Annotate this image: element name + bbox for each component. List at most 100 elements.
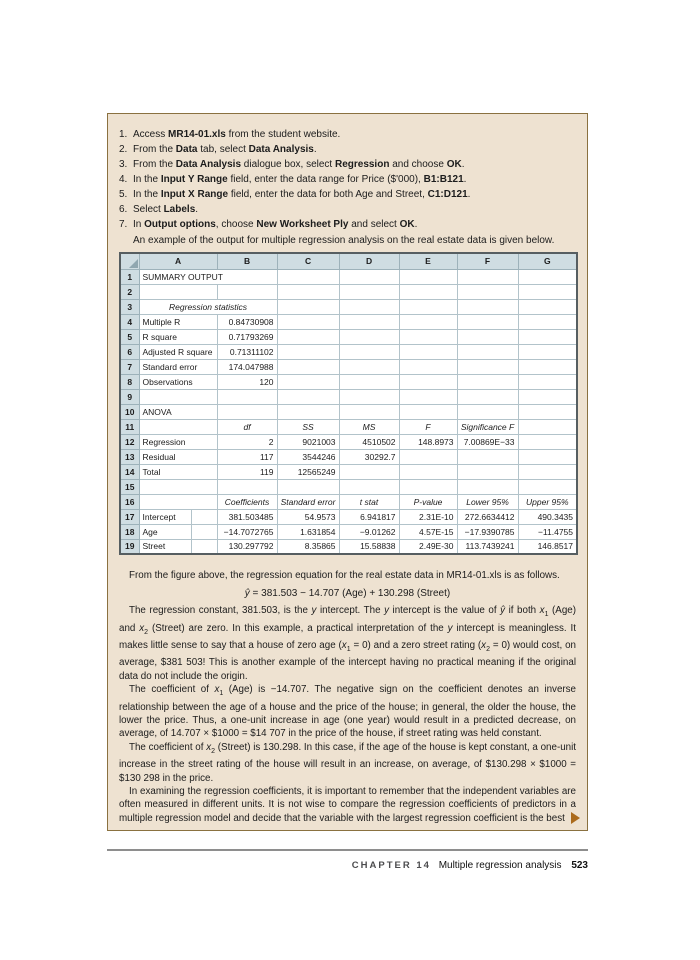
sheet-cell bbox=[138, 388, 218, 405]
footer-text: CHAPTER 14 Multiple regression analysis … bbox=[107, 860, 588, 871]
sheet-cell bbox=[456, 313, 519, 330]
sheet-cell bbox=[398, 268, 458, 285]
body-paragraph: The coefficient of x2 (Street) is 130.29… bbox=[119, 741, 576, 784]
sheet-cell bbox=[456, 328, 519, 345]
sheet-cell bbox=[456, 403, 519, 420]
sheet-cell bbox=[276, 343, 340, 360]
sheet-row: 1 SUMMARY OUTPUT bbox=[119, 268, 578, 285]
instruction-text: From the Data tab, select Data Analysis. bbox=[133, 144, 317, 155]
sheet-cell bbox=[338, 478, 400, 495]
sheet-body: 1 SUMMARY OUTPUT 2 3 Regression statistics 4 M… bbox=[119, 268, 578, 555]
sheet-row: 10 ANOVA bbox=[119, 403, 578, 420]
instruction-number: 3. bbox=[119, 159, 128, 170]
sheet-row: 6 Adjusted R square 0.71311102 bbox=[119, 343, 578, 360]
sheet-cell bbox=[398, 328, 458, 345]
sheet-row-number: 16 bbox=[119, 493, 140, 510]
sheet-cell: 2.49E-30 bbox=[398, 538, 458, 555]
footer-rule bbox=[107, 849, 588, 851]
sheet-cell bbox=[456, 298, 519, 315]
instruction-item: 5. In the Input X Range field, enter the … bbox=[119, 187, 576, 202]
instruction-item: 4. In the Input Y Range field, enter the … bbox=[119, 172, 576, 187]
sheet-cell bbox=[190, 538, 218, 555]
instruction-number: 6. bbox=[119, 204, 128, 215]
sheet-cell bbox=[456, 268, 519, 285]
sheet-cell: 0.84730908 bbox=[216, 313, 278, 330]
sheet-select-all-corner bbox=[119, 252, 140, 270]
sheet-cell: 3544246 bbox=[276, 448, 340, 465]
sheet-cell: Observations bbox=[138, 373, 218, 390]
sheet-cell bbox=[276, 478, 340, 495]
sheet-cell bbox=[398, 373, 458, 390]
sheet-cell: 130.297792 bbox=[216, 538, 278, 555]
sheet-row-number: 18 bbox=[119, 523, 140, 540]
instruction-text: In Output options, choose New Worksheet … bbox=[133, 219, 418, 230]
sheet-cell bbox=[338, 343, 400, 360]
sheet-cell: Intercept bbox=[138, 508, 192, 525]
sheet-cell: Standard error bbox=[138, 358, 218, 375]
instruction-box: 1. Access MR14-01.xls from the student we… bbox=[107, 113, 588, 831]
instruction-number: 7. bbox=[119, 219, 128, 230]
sheet-cell bbox=[456, 478, 519, 495]
sheet-row-number: 19 bbox=[119, 538, 140, 555]
sheet-cell: P-value bbox=[398, 493, 458, 510]
sheet-cell: 12565249 bbox=[276, 463, 340, 480]
sheet-cell: 113.7439241 bbox=[456, 538, 519, 555]
sheet-cell: SS bbox=[276, 418, 340, 435]
sheet-cell: 7.00869E−33 bbox=[456, 433, 519, 450]
continuation-arrow-icon bbox=[571, 812, 580, 824]
sheet-cell bbox=[338, 358, 400, 375]
sheet-cell: 8.35865 bbox=[276, 538, 340, 555]
sheet-cell bbox=[517, 328, 578, 345]
sheet-cell bbox=[517, 373, 578, 390]
sheet-cell: Significance F bbox=[456, 418, 519, 435]
sheet-cell: 146.8517 bbox=[517, 538, 578, 555]
sheet-cell bbox=[276, 403, 340, 420]
sheet-row: 16 Coefficients Standard error t stat P-valu… bbox=[119, 493, 578, 510]
regression-equation: ŷ = 381.503 − 14.707 (Age) + 130.298 (St… bbox=[244, 588, 451, 600]
sheet-cell bbox=[517, 478, 578, 495]
sheet-cell: 1.631854 bbox=[276, 523, 340, 540]
sheet-cell bbox=[456, 283, 519, 300]
page-footer: CHAPTER 14 Multiple regression analysis … bbox=[107, 849, 588, 871]
sheet-column-header: B bbox=[216, 252, 278, 270]
sheet-cell: 4510502 bbox=[338, 433, 400, 450]
sheet-cell: 272.6634412 bbox=[456, 508, 519, 525]
sheet-cell bbox=[456, 448, 519, 465]
body-intro: From the figure above, the regression eq… bbox=[129, 570, 560, 581]
instruction-text: Access MR14-01.xls from the student webs… bbox=[133, 129, 341, 140]
sheet-cell bbox=[276, 268, 340, 285]
sheet-cell bbox=[398, 463, 458, 480]
sheet-cell: SUMMARY OUTPUT bbox=[138, 268, 278, 285]
sheet-cell bbox=[276, 388, 340, 405]
sheet-cell bbox=[517, 388, 578, 405]
instruction-number: 5. bbox=[119, 189, 128, 200]
sheet-cell bbox=[338, 313, 400, 330]
sheet-row-number: 1 bbox=[119, 268, 140, 285]
instruction-item: 6. Select Labels. bbox=[119, 202, 576, 217]
instruction-list: 1. Access MR14-01.xls from the student we… bbox=[119, 127, 576, 232]
body-paragraph: In examining the regression coefficients… bbox=[119, 786, 576, 824]
sheet-cell bbox=[216, 388, 278, 405]
sheet-row: 11 df SS MS F Significance F bbox=[119, 418, 578, 435]
body-paragraph: The regression constant, 381.503, is the… bbox=[119, 605, 576, 682]
sheet-row: 4 Multiple R 0.84730908 bbox=[119, 313, 578, 330]
sheet-cell bbox=[338, 403, 400, 420]
sheet-cell bbox=[138, 418, 218, 435]
sheet-cell: df bbox=[216, 418, 278, 435]
sheet-row-number: 3 bbox=[119, 298, 140, 315]
sheet-cell bbox=[276, 313, 340, 330]
sheet-row: 2 bbox=[119, 283, 578, 300]
sheet-row-number: 6 bbox=[119, 343, 140, 360]
sheet-row-number: 4 bbox=[119, 313, 140, 330]
sheet-cell bbox=[456, 463, 519, 480]
sheet-cell bbox=[517, 448, 578, 465]
sheet-row-number: 12 bbox=[119, 433, 140, 450]
instruction-item: 3. From the Data Analysis dialogue box, s… bbox=[119, 157, 576, 172]
sheet-cell bbox=[338, 268, 400, 285]
sheet-cell: 9021003 bbox=[276, 433, 340, 450]
sheet-cell bbox=[398, 388, 458, 405]
sheet-cell bbox=[517, 343, 578, 360]
instruction-number: 1. bbox=[119, 129, 128, 140]
instruction-text: In the Input X Range field, enter the da… bbox=[133, 189, 471, 200]
